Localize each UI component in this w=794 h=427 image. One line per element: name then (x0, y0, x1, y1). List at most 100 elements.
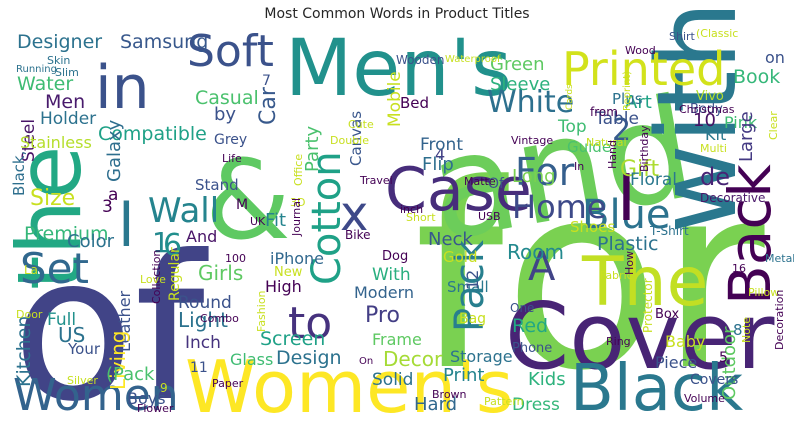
word-la: La (24, 263, 38, 277)
word-set: Set (20, 244, 89, 293)
word-frame: Frame (372, 330, 422, 349)
word-canvas: Canvas (347, 111, 365, 166)
word-for: for (414, 130, 765, 427)
word-8: 8 (733, 321, 743, 339)
word-round: Round (178, 293, 232, 313)
word-stand: Stand (195, 176, 239, 194)
word-high: High (265, 277, 302, 296)
word-samsung: Samsung (120, 31, 208, 53)
word-storage: Storage (450, 347, 513, 366)
word-christmas: Christmas (679, 103, 735, 116)
word-with: with (633, 1, 761, 234)
word-note: Note (740, 317, 753, 343)
word-and: And (186, 227, 217, 246)
word-3d: 3D (290, 196, 305, 209)
word-love: Love (140, 273, 166, 286)
word-baby: Baby (665, 332, 705, 351)
word-in: In (574, 160, 584, 173)
word-protector: Protector (641, 278, 655, 333)
word-on: On (359, 356, 373, 367)
word-fabric: Fabric (600, 269, 633, 282)
word-skin: Skin (47, 54, 70, 67)
word-i: I (617, 162, 636, 236)
word-back: Back (716, 164, 784, 305)
word-slim: Slim (55, 66, 79, 79)
word-decor: Decor (383, 347, 443, 371)
word-life: Life (222, 152, 242, 165)
word-premium: Premium (24, 223, 109, 245)
word-classic: (Classic (696, 27, 738, 40)
word-decorative: Decorative (700, 191, 765, 205)
word-metal: Metal (765, 252, 794, 265)
word-inch: inch (400, 203, 423, 216)
word-16: 16 (732, 262, 746, 275)
word-office: Office (292, 154, 305, 186)
word-iphone: iPhone (270, 249, 324, 268)
word-leather: Leather (115, 290, 134, 352)
word-usb: USB (478, 210, 501, 223)
word-how: How (623, 251, 636, 275)
word-home: Home (512, 188, 607, 226)
word-black: Black, (10, 151, 28, 196)
word-covers: Covers (690, 372, 738, 388)
word-red: Red (512, 315, 548, 337)
word-table: Table (594, 109, 639, 129)
word-12: 12 (463, 270, 482, 290)
word-wooden: Wooden (396, 53, 444, 67)
word-party: Party (302, 125, 323, 172)
word-blue: Blue (582, 192, 671, 238)
word-pink: Pink (724, 113, 758, 132)
word-2: 2 (612, 113, 631, 148)
word-de: de (700, 163, 730, 191)
word-by: by (214, 104, 236, 125)
word-print: Print (443, 365, 484, 386)
word-solid: Solid (372, 370, 413, 390)
word-bag: Bag (459, 311, 486, 327)
word-x: x (340, 186, 368, 242)
word-l: l (118, 191, 135, 261)
word-decoration: Decoration (773, 290, 786, 350)
word-screen: Screen (260, 328, 325, 350)
word-room: Room (507, 240, 564, 264)
word-full: Full (47, 310, 76, 330)
word-bike: Bike (345, 228, 370, 242)
word-fit: Fit (265, 210, 286, 231)
word-dog: Dog (382, 249, 408, 264)
word-box: Box (655, 307, 679, 322)
word-travel: Travel (359, 174, 393, 187)
word-art: Art (625, 92, 652, 113)
word-wall: Wall (148, 191, 219, 231)
word-flower: Flower (137, 402, 174, 415)
word-multi: Multi (700, 142, 727, 155)
word-1: 1 (152, 226, 170, 259)
word-women-s: Women's (185, 345, 513, 427)
word-car: Car (256, 86, 281, 125)
word-t-shirt: T-Shirt (649, 224, 689, 238)
word-front: Front (420, 135, 463, 155)
word-design: Design (276, 347, 342, 369)
word-hard: Hard (414, 394, 457, 415)
word-book: Book (733, 66, 780, 88)
word-soft: Soft (187, 26, 274, 77)
word-volume: Volume (684, 392, 725, 405)
word-neck: Neck (428, 229, 473, 250)
word-kitchen: Kitchen (13, 316, 35, 387)
word-collection: Collection (150, 250, 163, 304)
word-color: Color (67, 231, 115, 252)
word-100: 100 (225, 252, 246, 265)
word-vintage: Vintage (511, 134, 553, 147)
word-4: 4 (435, 145, 445, 164)
word-from: from (590, 105, 618, 119)
word-paper: Paper (212, 377, 244, 390)
word-double: Double (330, 134, 369, 147)
word-stainless: Stainless (20, 133, 92, 152)
word-long: Long (512, 166, 556, 187)
word-uk: UK (250, 215, 266, 228)
word-top: Top (557, 117, 587, 137)
word-us: US (58, 323, 85, 347)
word-your: Your (67, 340, 101, 358)
word-body: Body (690, 102, 723, 117)
word-the: The (581, 243, 708, 322)
word-water: Water (17, 73, 73, 95)
chart-title: Most Common Words in Product Titles (264, 6, 530, 22)
